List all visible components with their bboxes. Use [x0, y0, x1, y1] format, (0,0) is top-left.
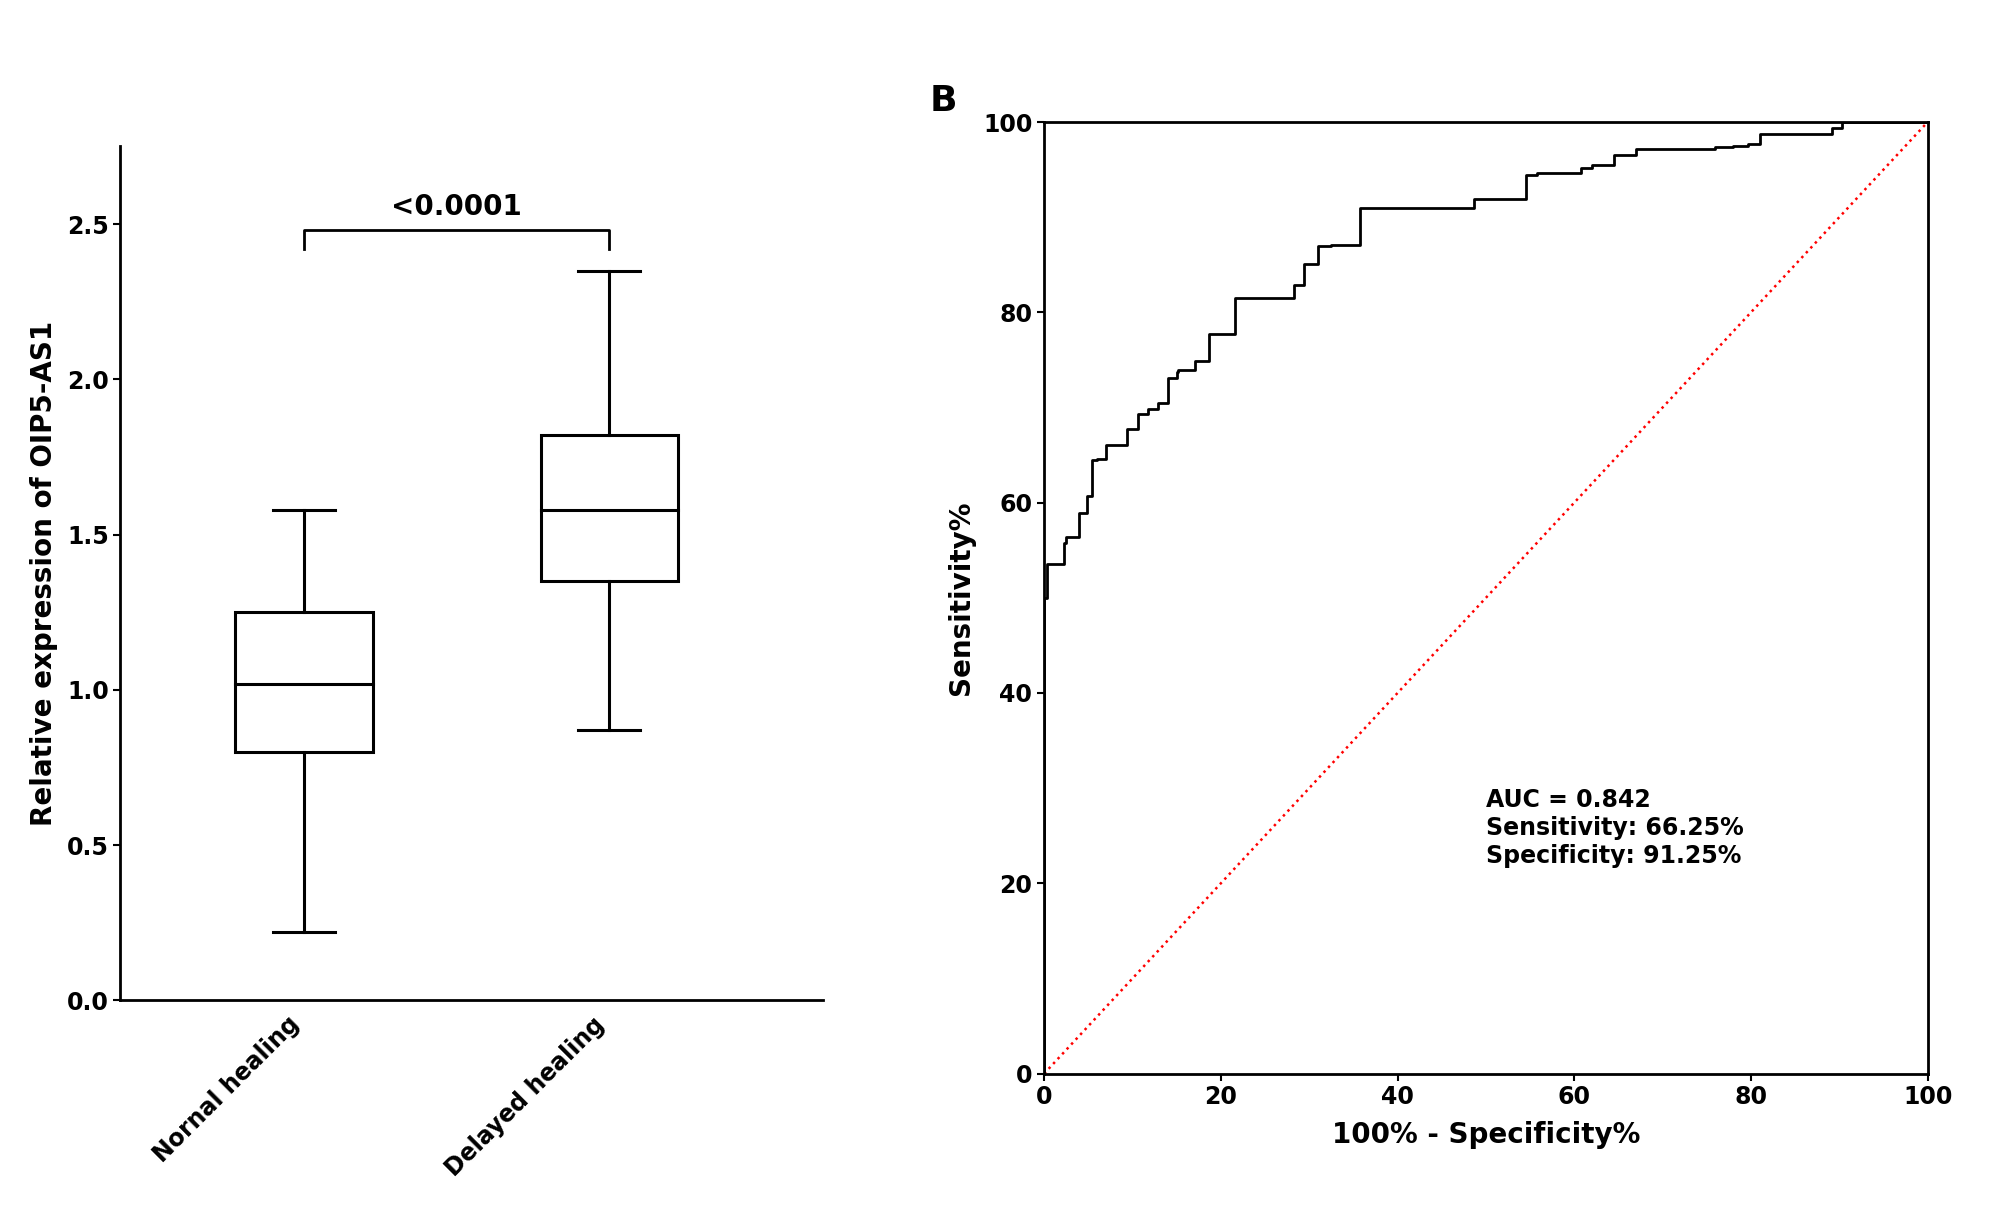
Bar [540, 436, 678, 581]
X-axis label: 100% - Specificity%: 100% - Specificity% [1331, 1120, 1640, 1148]
Y-axis label: Relative expression of OIP5-AS1: Relative expression of OIP5-AS1 [30, 321, 58, 826]
Text: B: B [929, 84, 955, 118]
Y-axis label: Sensitivity%: Sensitivity% [945, 500, 973, 695]
Bar [235, 612, 373, 752]
Text: <0.0001: <0.0001 [391, 193, 522, 221]
Text: AUC = 0.842
Sensitivity: 66.25%
Specificity: 91.25%: AUC = 0.842 Sensitivity: 66.25% Specific… [1485, 788, 1742, 867]
